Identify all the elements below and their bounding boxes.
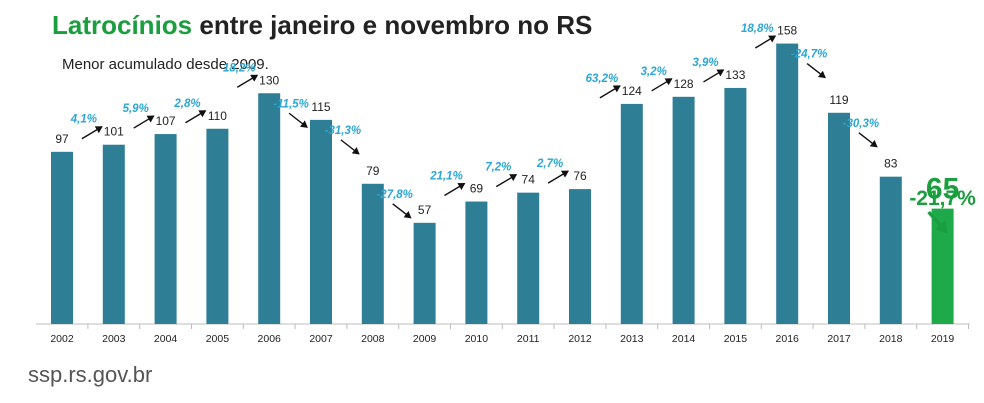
bar-2015 bbox=[724, 87, 747, 324]
change-arrow-2013 bbox=[599, 85, 621, 99]
change-arrow-2007 bbox=[288, 112, 308, 128]
tick-label-2006: 2006 bbox=[258, 333, 282, 345]
change-label-2005: 2,8% bbox=[173, 98, 200, 110]
bar-2004 bbox=[154, 134, 177, 324]
change-arrow-2004 bbox=[133, 115, 155, 129]
bar-2005 bbox=[206, 128, 229, 324]
bar-2018 bbox=[879, 176, 902, 324]
tick-label-2015: 2015 bbox=[724, 333, 748, 345]
tick-label-2012: 2012 bbox=[568, 333, 592, 345]
change-arrow-2014 bbox=[651, 78, 673, 92]
bar-2009 bbox=[413, 222, 436, 324]
tick-label-2009: 2009 bbox=[413, 333, 437, 345]
bar-2017 bbox=[828, 112, 850, 325]
change-label-2012: 2,7% bbox=[536, 158, 563, 170]
tick-label-2007: 2007 bbox=[309, 333, 333, 345]
value-label-2008: 79 bbox=[366, 164, 380, 178]
change-label-2016: 18,8% bbox=[741, 23, 774, 35]
bar-2006 bbox=[258, 93, 281, 324]
bar-2019 bbox=[931, 208, 954, 324]
change-arrow-2019 bbox=[927, 210, 948, 234]
tick-label-2016: 2016 bbox=[776, 333, 800, 345]
value-label-2005: 110 bbox=[208, 109, 227, 123]
bar-2010 bbox=[465, 201, 488, 324]
tick-label-2002: 2002 bbox=[50, 333, 74, 345]
tick-label-2010: 2010 bbox=[465, 333, 489, 345]
chart-subtitle: Menor acumulado desde 2009. bbox=[62, 56, 269, 73]
change-arrow-2012 bbox=[547, 170, 569, 184]
change-arrow-2018 bbox=[858, 132, 878, 148]
change-label-2008: -31,3% bbox=[325, 125, 361, 137]
change-arrow-2016 bbox=[754, 35, 777, 49]
title-highlight: Latrocínios bbox=[52, 10, 193, 40]
bar-2013 bbox=[620, 103, 643, 325]
value-label-2002: 97 bbox=[55, 132, 69, 146]
value-label-2015: 133 bbox=[725, 68, 745, 82]
tick-label-2004: 2004 bbox=[154, 333, 178, 345]
value-label-2003: 101 bbox=[104, 125, 124, 139]
bar-2014 bbox=[672, 96, 695, 324]
bar-2011 bbox=[517, 192, 540, 324]
change-arrow-2015 bbox=[703, 69, 725, 83]
change-label-2014: 3,2% bbox=[641, 66, 667, 78]
change-arrow-2006 bbox=[236, 74, 259, 88]
change-label-2006: 18,2% bbox=[223, 62, 256, 74]
chart-title: Latrocínios entre janeiro e novembro no … bbox=[52, 10, 592, 41]
tick-label-2017: 2017 bbox=[827, 333, 851, 345]
value-label-2018: 83 bbox=[884, 157, 898, 171]
change-label-2009: -27,8% bbox=[376, 189, 412, 201]
change-label-2019: -21,7% bbox=[909, 187, 976, 210]
change-label-2013: 63,2% bbox=[586, 73, 619, 85]
change-label-2015: 3,9% bbox=[692, 57, 718, 69]
tick-label-2018: 2018 bbox=[879, 333, 903, 345]
change-arrow-2011 bbox=[495, 174, 518, 188]
bar-2016 bbox=[776, 43, 799, 325]
tick-label-2019: 2019 bbox=[931, 333, 955, 345]
value-label-2007: 115 bbox=[311, 100, 330, 114]
change-label-2011: 7,2% bbox=[485, 162, 511, 174]
bar-2008 bbox=[361, 183, 384, 324]
value-label-2012: 76 bbox=[573, 169, 587, 183]
title-rest: entre janeiro e novembro no RS bbox=[192, 10, 593, 40]
change-label-2017: -24,7% bbox=[791, 49, 827, 61]
change-arrow-2005 bbox=[185, 110, 207, 124]
change-arrow-2008 bbox=[340, 139, 360, 155]
change-label-2018: -30,3% bbox=[843, 118, 879, 130]
value-label-2011: 74 bbox=[522, 173, 536, 187]
value-label-2006: 130 bbox=[259, 73, 279, 87]
change-label-2007: -11,5% bbox=[273, 98, 309, 110]
bar-2012 bbox=[569, 189, 591, 324]
bar-2003 bbox=[102, 144, 125, 324]
change-arrow-2009 bbox=[392, 203, 412, 219]
value-label-2004: 107 bbox=[156, 114, 176, 128]
value-label-2016: 158 bbox=[777, 24, 797, 38]
value-label-2010: 69 bbox=[470, 182, 484, 196]
tick-label-2008: 2008 bbox=[361, 333, 385, 345]
tick-label-2013: 2013 bbox=[620, 333, 644, 345]
value-label-2013: 124 bbox=[622, 84, 642, 98]
value-label-2009: 57 bbox=[418, 203, 432, 217]
tick-label-2003: 2003 bbox=[102, 333, 126, 345]
tick-label-2005: 2005 bbox=[206, 333, 230, 345]
change-label-2004: 5,9% bbox=[123, 103, 149, 115]
value-label-2017: 119 bbox=[829, 93, 848, 107]
bar-2002 bbox=[51, 151, 73, 324]
tick-label-2011: 2011 bbox=[517, 333, 540, 345]
value-label-2019: 65 bbox=[926, 173, 959, 206]
change-label-2010: 21,1% bbox=[429, 171, 463, 183]
tick-label-2014: 2014 bbox=[672, 333, 696, 345]
change-arrow-2003 bbox=[81, 126, 103, 140]
change-arrow-2010 bbox=[444, 182, 466, 197]
bar-2007 bbox=[310, 119, 332, 324]
change-label-2003: 4,1% bbox=[70, 114, 97, 126]
change-arrow-2017 bbox=[806, 62, 826, 79]
source-url: ssp.rs.gov.br bbox=[28, 362, 153, 387]
value-label-2014: 128 bbox=[674, 77, 694, 91]
